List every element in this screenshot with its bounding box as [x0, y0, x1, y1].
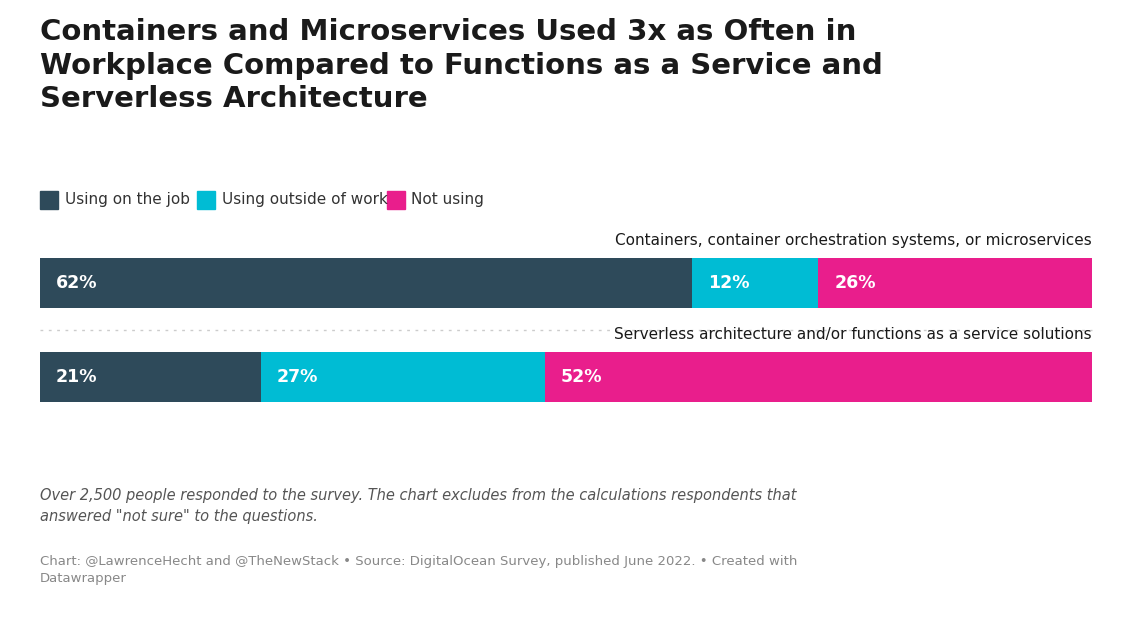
Text: 12%: 12%	[708, 274, 749, 292]
Text: Using outside of work: Using outside of work	[222, 193, 388, 207]
Text: 52%: 52%	[560, 368, 602, 386]
Text: 27%: 27%	[276, 368, 318, 386]
Text: Using on the job: Using on the job	[65, 193, 190, 207]
Text: Serverless architecture and/or functions as a service solutions: Serverless architecture and/or functions…	[615, 327, 1092, 342]
Bar	[818, 258, 1092, 308]
Text: Over 2,500 people responded to the survey. The chart excludes from the calculati: Over 2,500 people responded to the surve…	[40, 488, 797, 524]
Text: 62%: 62%	[55, 274, 97, 292]
Bar	[693, 258, 818, 308]
Text: 21%: 21%	[55, 368, 97, 386]
Bar	[40, 258, 693, 308]
Text: Chart: @LawrenceHecht and @TheNewStack • Source: DigitalOcean Survey, published : Chart: @LawrenceHecht and @TheNewStack •…	[40, 555, 797, 585]
Text: Not using: Not using	[412, 193, 484, 207]
Bar	[40, 352, 260, 402]
Text: 26%: 26%	[834, 274, 876, 292]
Text: Containers, container orchestration systems, or microservices: Containers, container orchestration syst…	[616, 233, 1092, 248]
Bar	[260, 352, 544, 402]
Bar	[544, 352, 1092, 402]
Text: Containers and Microservices Used 3x as Often in
Workplace Compared to Functions: Containers and Microservices Used 3x as …	[40, 18, 883, 113]
